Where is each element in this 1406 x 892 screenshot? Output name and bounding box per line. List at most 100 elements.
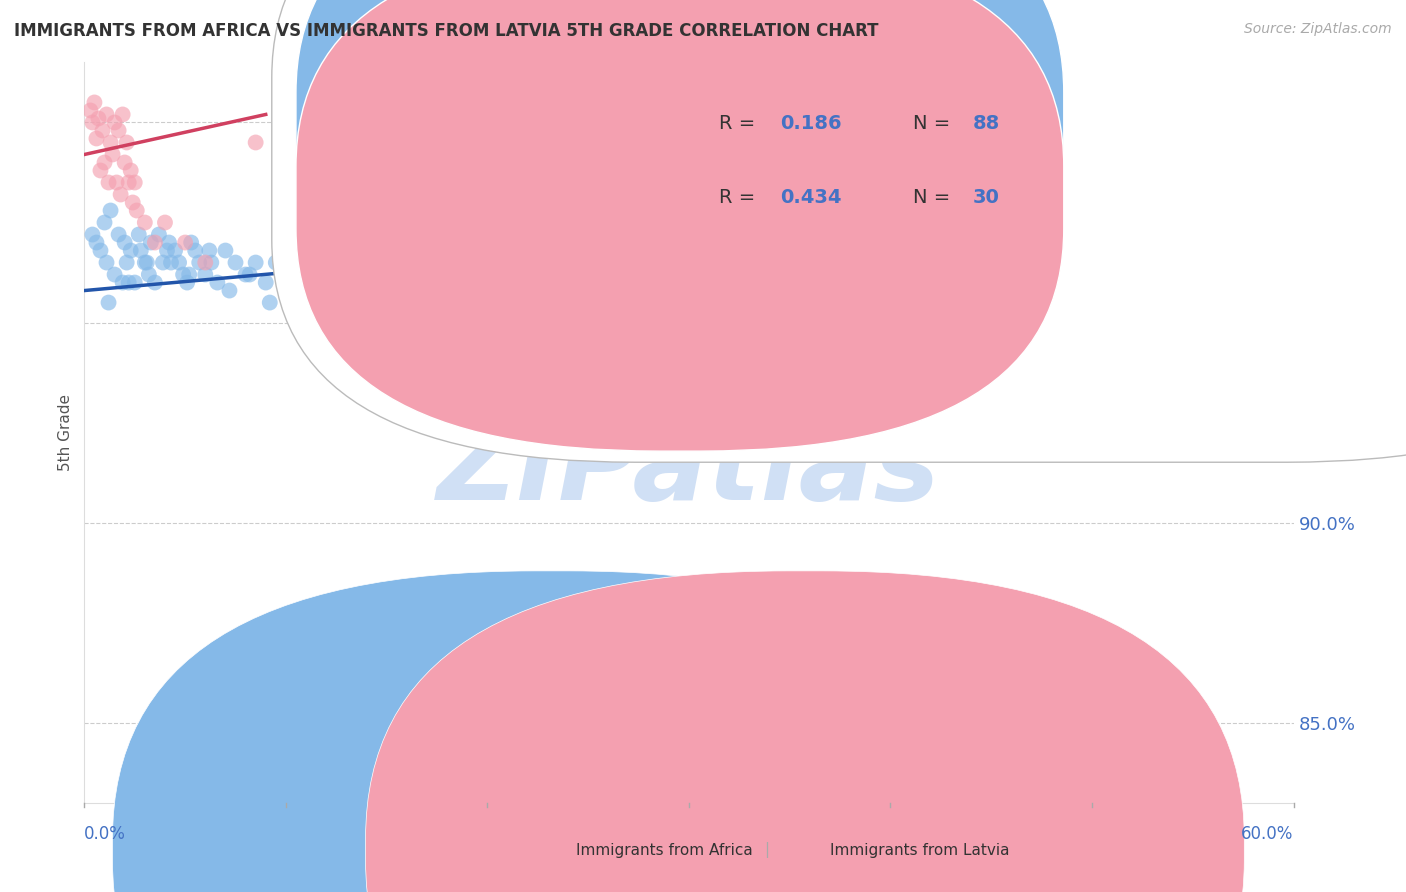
Point [399,284,422,298]
Text: 0.434: 0.434 [780,188,841,207]
Point [879,215,901,229]
Point [111,276,134,290]
Point [120,163,142,178]
Point [200,255,222,269]
Text: |: | [763,842,769,858]
Point [516,316,538,330]
Point [82,115,104,129]
Point [180,235,202,250]
Point [299,268,322,282]
Point [295,255,318,269]
Point [124,276,146,290]
Point [128,227,150,242]
Text: 60.0%: 60.0% [1241,825,1294,843]
Point [758,355,780,369]
Text: 0.0%: 0.0% [84,825,127,843]
Point [245,136,267,150]
Point [97,295,120,310]
Point [537,308,560,322]
Point [225,255,247,269]
Point [100,203,122,218]
Point [96,107,118,121]
Point [165,244,187,258]
Point [818,335,841,350]
Text: Immigrants from Latvia: Immigrants from Latvia [830,843,1010,857]
Point [194,268,217,282]
Point [366,268,388,282]
Point [214,244,236,258]
Point [598,376,620,390]
Point [118,176,141,190]
Point [135,255,157,269]
Point [82,227,104,242]
Point [436,268,458,282]
Point [129,244,152,258]
Point [235,268,257,282]
Text: N =: N = [912,114,956,133]
Point [97,176,120,190]
Text: IMMIGRANTS FROM AFRICA VS IMMIGRANTS FROM LATVIA 5TH GRADE CORRELATION CHART: IMMIGRANTS FROM AFRICA VS IMMIGRANTS FRO… [14,22,879,40]
Point [339,284,361,298]
Point [79,103,101,118]
Point [153,215,176,229]
Point [104,115,127,129]
Point [107,123,129,137]
Point [139,235,162,250]
Point [375,255,398,269]
Point [87,112,110,126]
Point [89,244,111,258]
Point [496,295,519,310]
Point [104,268,127,282]
Point [134,255,156,269]
Point [143,235,166,250]
Point [86,235,108,250]
Point [148,227,170,242]
Point [395,268,418,282]
Point [114,235,136,250]
Point [124,176,146,190]
Point [218,284,240,298]
Text: N =: N = [912,188,956,207]
Point [120,244,142,258]
Point [121,195,143,210]
Point [194,255,217,269]
Text: 0.186: 0.186 [780,114,841,133]
FancyBboxPatch shape [297,0,1064,377]
Point [380,295,402,310]
Point [83,95,105,110]
Point [157,235,180,250]
Point [96,255,118,269]
Point [107,227,129,242]
Point [198,244,221,258]
Text: Source: ZipAtlas.com: Source: ZipAtlas.com [1244,22,1392,37]
Point [637,276,659,290]
Point [1081,95,1104,110]
Point [179,268,201,282]
Point [118,276,141,290]
Point [939,107,962,121]
FancyBboxPatch shape [297,0,1064,451]
Point [91,123,114,137]
Point [718,443,741,458]
Point [100,136,122,150]
Point [557,284,579,298]
Point [346,255,368,269]
Point [152,255,174,269]
Point [207,276,229,290]
Text: Immigrants from Africa: Immigrants from Africa [576,843,754,857]
Text: 88: 88 [973,114,1000,133]
Point [105,176,128,190]
Point [125,203,148,218]
Text: 30: 30 [973,188,1000,207]
Point [89,163,111,178]
Text: R =: R = [720,188,762,207]
Text: R =: R = [720,114,762,133]
Point [254,276,277,290]
Point [101,147,124,161]
Point [416,284,439,298]
Point [259,295,281,310]
Point [156,244,179,258]
Point [356,244,378,258]
Point [245,255,267,269]
Point [115,255,138,269]
